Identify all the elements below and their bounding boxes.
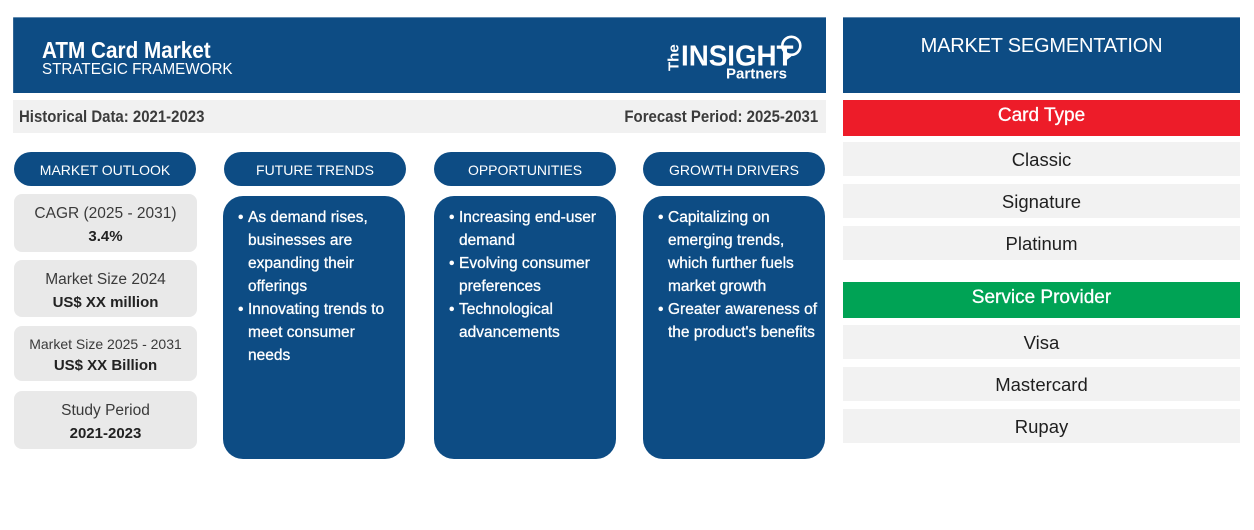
svg-text:Partners: Partners: [726, 67, 787, 83]
svg-text:INSIGHT: INSIGHT: [681, 40, 794, 72]
svg-text:The: The: [666, 44, 683, 71]
